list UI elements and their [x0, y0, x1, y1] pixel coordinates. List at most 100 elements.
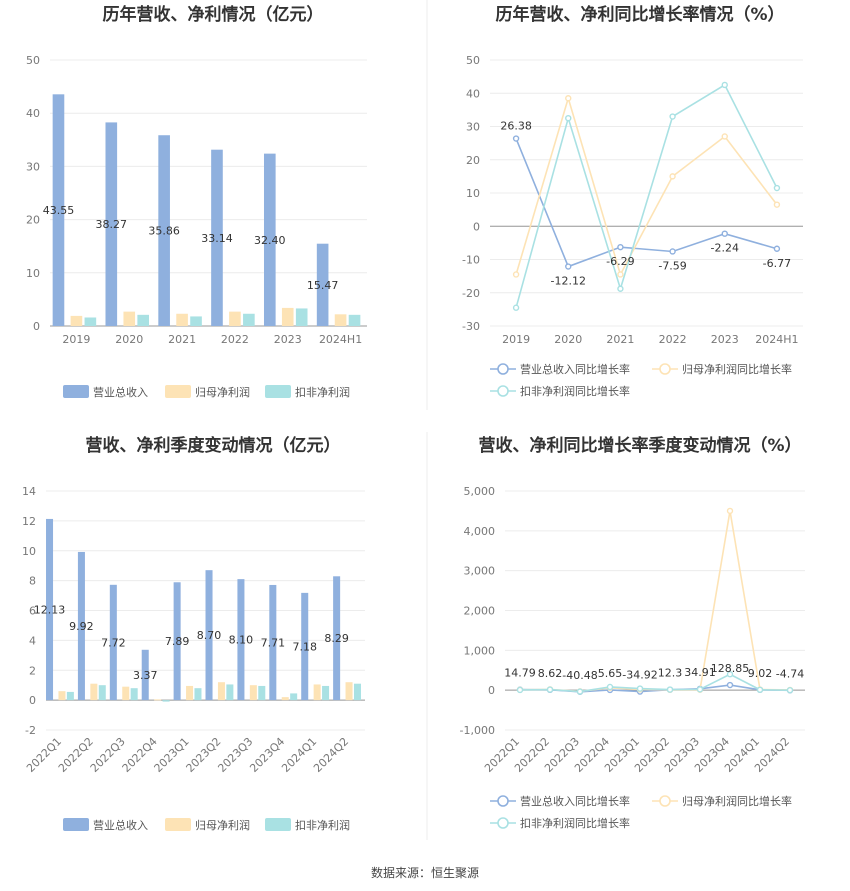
line-point	[636, 685, 644, 692]
legend: 营业总收入 归母净利润 扣非净利润	[63, 385, 350, 399]
chart-title: 历年营收、净利情况（亿元）	[103, 4, 324, 25]
line-point	[773, 245, 781, 252]
line-series-1	[515, 138, 778, 268]
data-label: 34.91	[684, 666, 716, 679]
x-tick-label: 2020	[115, 333, 143, 346]
data-label: 7.89	[165, 635, 190, 648]
y-tick-label: 0	[473, 220, 480, 233]
y-tick-label: -2	[25, 724, 36, 737]
x-tick-label: 2021	[606, 333, 634, 346]
line-point	[669, 113, 676, 120]
line-point	[606, 683, 614, 691]
bar-3	[84, 317, 97, 326]
y-tick-label: 5,000	[464, 485, 496, 498]
data-label: -12.12	[551, 275, 586, 288]
bar-1	[109, 584, 117, 701]
legend-swatch	[165, 385, 191, 398]
data-label: -7.59	[658, 259, 686, 272]
line-point	[756, 686, 764, 693]
x-tick-label: 2019	[502, 333, 530, 346]
data-label: 5.65	[598, 667, 623, 680]
chart-4: 营收、净利同比增长率季度变动情况（%） -1,000 0 1,000 2,000 3,00…	[460, 435, 805, 830]
y-tick-label: 40	[466, 87, 480, 100]
y-tick-label: 3,000	[464, 565, 496, 578]
x-tick-label: 2022	[221, 333, 249, 346]
bar-1	[211, 149, 223, 326]
y-tick-label: -10	[462, 254, 480, 267]
data-label: 43.55	[43, 204, 75, 217]
chart-title: 历年营收、净利同比增长率情况（%）	[495, 4, 784, 25]
bar-1	[316, 243, 329, 326]
legend-label: 归母净利润同比增长率	[682, 362, 792, 376]
bar-2	[186, 685, 194, 701]
bar-2	[58, 691, 66, 701]
x-tick-label: 2024H1	[755, 333, 798, 346]
data-label: 32.40	[254, 234, 286, 247]
bar-1	[77, 551, 85, 701]
x-tick-label: 2020	[554, 333, 582, 346]
data-label: 3.37	[133, 669, 158, 682]
legend-label: 扣非净利润	[295, 385, 350, 399]
bar-3	[190, 316, 202, 326]
bar-1	[158, 135, 170, 326]
legend-marker	[497, 817, 509, 829]
legend-label: 归母净利润	[195, 818, 250, 832]
line-point	[565, 114, 572, 122]
line-point	[516, 686, 524, 694]
data-label: 9.02	[748, 667, 773, 680]
legend-marker	[497, 795, 509, 807]
chart-2: 历年营收、净利同比增长率情况（%） -30 -20 -10 0 10 20 30 40 50 201…	[462, 4, 803, 398]
legend: 营业总收入 归母净利润 扣非净利润	[63, 818, 350, 832]
legend-label: 营业总收入	[93, 818, 148, 832]
data-label: 8.10	[229, 634, 254, 647]
data-label: 7.72	[101, 636, 126, 649]
legend-label: 营业总收入	[93, 385, 148, 399]
legend-label: 扣非净利润	[295, 818, 350, 832]
data-label: -4.74	[776, 667, 804, 680]
bar-1	[52, 94, 65, 327]
data-label: -6.77	[763, 257, 791, 270]
y-tick-label: 0	[33, 320, 40, 333]
line-series-3	[515, 83, 778, 308]
data-label: 7.71	[261, 637, 286, 650]
y-tick-label: 50	[466, 54, 480, 67]
bar-1	[205, 570, 213, 701]
y-tick-label: -20	[462, 287, 480, 300]
y-tick-label: 0	[29, 694, 36, 707]
line-point	[512, 271, 520, 278]
y-tick-label: 12	[22, 515, 36, 528]
legend-label: 归母净利润同比增长率	[682, 794, 792, 808]
line-series-2	[519, 510, 791, 693]
data-label: 14.79	[504, 667, 536, 680]
bar-2	[249, 685, 257, 701]
line-point	[721, 230, 728, 237]
data-label: 7.18	[292, 640, 317, 653]
y-tick-label: 14	[22, 485, 36, 498]
line-series-3	[519, 673, 791, 693]
data-label: 35.86	[148, 225, 180, 238]
legend-label: 扣非净利润同比增长率	[520, 384, 630, 398]
bar-3	[130, 688, 138, 701]
data-label: -40.48	[562, 669, 597, 682]
y-tick-label: 8	[29, 575, 36, 588]
y-tick-label: -30	[462, 320, 480, 333]
bar-1	[105, 122, 118, 327]
y-tick-label: 20	[466, 154, 480, 167]
line-point	[773, 201, 781, 208]
chart-3: 营收、净利季度变动情况（亿元）-2024681012142022Q12022Q2…	[22, 435, 365, 832]
bar-2	[229, 311, 241, 326]
y-tick-label: 10	[22, 545, 36, 558]
bar-1	[237, 579, 245, 701]
legend-swatch	[165, 818, 191, 831]
bar-3	[137, 314, 150, 326]
y-tick-label: 10	[26, 267, 40, 280]
x-tick-label: 2023	[274, 333, 302, 346]
y-tick-label: 6	[29, 605, 36, 618]
line-point	[576, 688, 584, 695]
line-point	[726, 507, 734, 515]
bar-2	[154, 699, 162, 701]
bar-1	[333, 576, 341, 701]
bar-2	[281, 697, 289, 701]
